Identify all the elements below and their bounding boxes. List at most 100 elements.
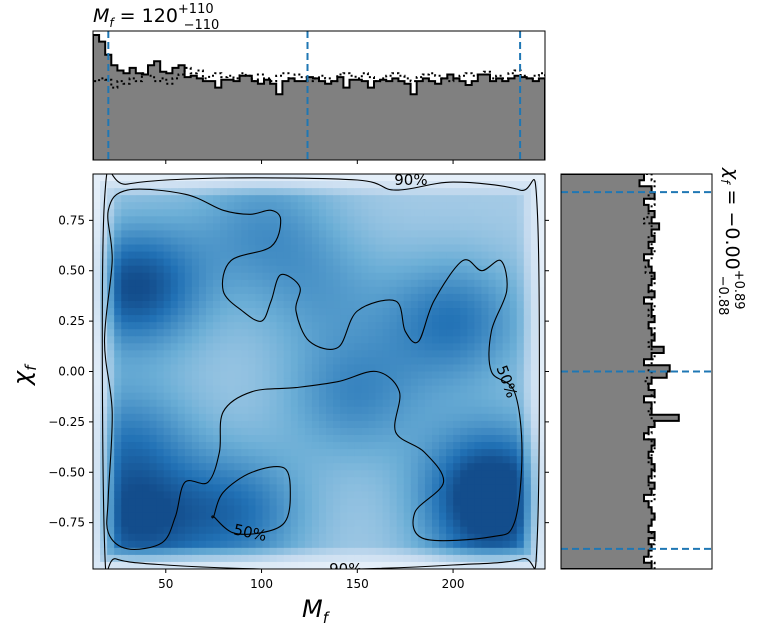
heatmap-cell <box>347 371 355 380</box>
heatmap-cell <box>213 357 221 366</box>
heatmap-cell <box>453 456 461 464</box>
heatmap-cell <box>488 308 497 316</box>
heatmap-cell <box>142 272 151 281</box>
heatmap-cell <box>467 195 475 203</box>
heatmap-cell <box>368 498 377 507</box>
heatmap-cell <box>177 202 186 210</box>
heatmap-cell <box>481 540 490 549</box>
heatmap-cell <box>121 540 129 549</box>
heatmap-cell <box>177 413 186 422</box>
heatmap-cell <box>439 477 447 485</box>
heatmap-cell <box>241 272 249 281</box>
heatmap-cell <box>184 364 193 373</box>
heatmap-cell <box>206 512 214 521</box>
heatmap-cell <box>516 209 525 217</box>
heatmap-cell <box>283 449 292 457</box>
heatmap-cell <box>474 181 483 189</box>
heatmap-cell <box>516 526 525 535</box>
heatmap-cell <box>333 561 341 569</box>
heatmap-cell <box>100 174 108 182</box>
heatmap-cell <box>198 512 207 521</box>
heatmap-cell <box>453 258 461 267</box>
heatmap-cell <box>234 540 242 549</box>
heatmap-cell <box>389 174 398 182</box>
heatmap-cell <box>424 561 433 569</box>
heatmap-cell <box>417 463 426 471</box>
heatmap-cell <box>410 420 419 429</box>
heatmap-cell <box>502 279 511 288</box>
heatmap-cell <box>495 188 504 196</box>
heatmap-cell <box>516 406 525 415</box>
heatmap-cell <box>319 378 327 387</box>
heatmap-cell <box>495 279 504 288</box>
heatmap-cell <box>135 463 144 471</box>
heatmap-cell <box>375 364 384 373</box>
heatmap-cell <box>516 498 525 507</box>
heatmap-cell <box>248 308 257 316</box>
heatmap-cell <box>375 322 384 330</box>
heatmap-cell <box>184 561 193 569</box>
heatmap-cell <box>135 181 144 189</box>
heatmap-cell <box>516 300 525 309</box>
heatmap-cell <box>467 519 475 528</box>
heatmap-cell <box>311 498 320 507</box>
heatmap-cell <box>255 286 264 295</box>
heatmap-cell <box>474 434 483 443</box>
heatmap-cell <box>191 491 200 500</box>
heatmap-cell <box>481 491 490 500</box>
heatmap-cell <box>100 406 108 415</box>
heatmap-cell <box>460 371 468 380</box>
heatmap-cell <box>142 357 151 366</box>
heatmap-cell <box>297 512 306 521</box>
heatmap-cell <box>142 505 151 514</box>
heatmap-cell <box>262 258 271 267</box>
heatmap-cell <box>114 463 122 471</box>
heatmap-cell <box>523 540 532 549</box>
heatmap-cell <box>135 456 144 464</box>
heatmap-cell <box>191 265 200 274</box>
heatmap-cell <box>424 244 433 253</box>
heatmap-cell <box>333 237 341 246</box>
heatmap-cell <box>481 434 490 443</box>
heatmap-cell <box>255 195 264 203</box>
heatmap-cell <box>354 223 362 232</box>
heatmap-cell <box>107 244 115 253</box>
heatmap-cell <box>537 498 545 507</box>
heatmap-cell <box>382 174 391 182</box>
heatmap-cell <box>149 343 158 351</box>
heatmap-cell <box>389 470 398 478</box>
heatmap-cell <box>354 540 362 549</box>
heatmap-cell <box>255 378 264 387</box>
heatmap-cell <box>460 399 468 408</box>
y-axis-title: χf <box>8 363 40 387</box>
heatmap-cell <box>354 526 362 535</box>
heatmap-cell <box>135 308 144 316</box>
heatmap-cell <box>262 498 271 507</box>
heatmap-cell <box>283 293 292 302</box>
heatmap-cell <box>234 413 242 422</box>
heatmap-cell <box>474 498 483 507</box>
heatmap-cell <box>495 181 504 189</box>
heatmap-cell <box>340 343 348 351</box>
heatmap-cell <box>516 399 525 408</box>
heatmap-cell <box>474 519 483 528</box>
heatmap-cell <box>311 237 320 246</box>
heatmap-cell <box>283 491 292 500</box>
heatmap-cell <box>248 188 257 196</box>
heatmap-cell <box>255 491 264 500</box>
heatmap-cell <box>227 526 235 535</box>
heatmap-cell <box>191 533 200 542</box>
heatmap-cell <box>347 519 355 528</box>
heatmap-cell <box>248 300 257 309</box>
heatmap-cell <box>326 223 334 232</box>
heatmap-cell <box>213 300 221 309</box>
heatmap-cell <box>537 364 545 373</box>
heatmap-cell <box>149 364 158 373</box>
heatmap-cell <box>361 526 370 535</box>
heatmap-cell <box>290 293 299 302</box>
heatmap-cell <box>135 350 144 358</box>
heatmap-cell <box>467 406 475 415</box>
heatmap-cell <box>396 406 405 415</box>
heatmap-cell <box>262 477 271 485</box>
heatmap-cell <box>311 533 320 542</box>
